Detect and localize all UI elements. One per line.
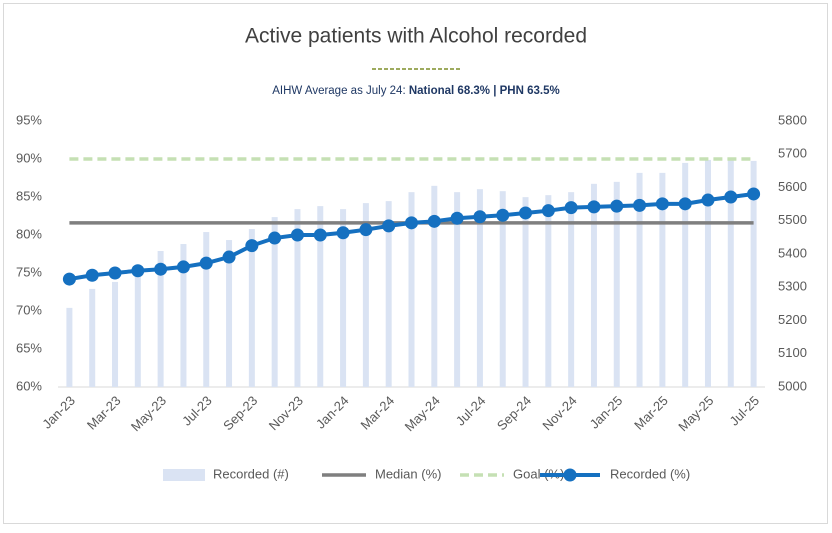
point-marker bbox=[678, 197, 692, 211]
legend-label: Goal (%) bbox=[513, 466, 564, 481]
point-marker bbox=[701, 193, 715, 207]
bar bbox=[362, 203, 369, 387]
y-tick-label: 70% bbox=[16, 302, 42, 317]
point-marker bbox=[724, 190, 738, 204]
y2-tick-label: 5200 bbox=[778, 312, 807, 327]
subtitle-values: National 68.3% | PHN 63.5% bbox=[409, 85, 560, 97]
point-marker bbox=[655, 197, 669, 211]
point-marker bbox=[268, 231, 282, 245]
y2-tick-label: 5800 bbox=[778, 112, 807, 127]
bar bbox=[454, 192, 461, 387]
point-marker bbox=[450, 211, 464, 225]
point-marker bbox=[222, 250, 236, 264]
bar bbox=[522, 197, 529, 387]
bar bbox=[226, 240, 233, 387]
chart-title: Active patients with Alcohol recorded bbox=[245, 25, 587, 48]
point-marker bbox=[85, 268, 99, 282]
subtitle: AIHW Average as July 24: National 68.3% … bbox=[272, 85, 559, 97]
bar bbox=[545, 195, 552, 387]
bar bbox=[66, 307, 73, 387]
point-marker bbox=[747, 187, 761, 201]
bar bbox=[659, 172, 666, 387]
y-tick-label: 80% bbox=[16, 226, 42, 241]
point-marker bbox=[62, 272, 76, 286]
point-marker bbox=[199, 256, 213, 270]
point-marker bbox=[473, 210, 487, 224]
point-marker bbox=[290, 228, 304, 242]
bar bbox=[750, 160, 757, 387]
bar bbox=[476, 189, 483, 387]
subtitle-prefix: AIHW Average as July 24: bbox=[272, 85, 405, 97]
y2-tick-label: 5600 bbox=[778, 179, 807, 194]
bar bbox=[112, 281, 119, 387]
point-marker bbox=[313, 228, 327, 242]
bar bbox=[727, 158, 734, 387]
bar bbox=[317, 206, 324, 387]
chart-border bbox=[3, 3, 828, 524]
bar bbox=[636, 172, 643, 387]
point-marker bbox=[519, 206, 533, 220]
bar bbox=[248, 229, 255, 387]
bar bbox=[340, 209, 347, 387]
bar bbox=[294, 209, 301, 387]
point-marker bbox=[176, 260, 190, 274]
y2-tick-label: 5300 bbox=[778, 279, 807, 294]
y2-tick-label: 5700 bbox=[778, 146, 807, 161]
point-marker bbox=[359, 223, 373, 237]
point-marker bbox=[541, 204, 555, 218]
legend-label: Median (%) bbox=[375, 466, 441, 481]
point-marker bbox=[427, 214, 441, 228]
y2-tick-label: 5500 bbox=[778, 212, 807, 227]
point-marker bbox=[131, 264, 145, 278]
legend-label: Recorded (#) bbox=[213, 466, 289, 481]
bar bbox=[613, 181, 620, 387]
bar bbox=[180, 244, 187, 387]
legend-label: Recorded (%) bbox=[610, 466, 690, 481]
bar bbox=[271, 217, 278, 387]
point-marker bbox=[496, 208, 510, 222]
bar bbox=[89, 288, 96, 387]
point-marker bbox=[336, 226, 350, 240]
point-marker bbox=[245, 239, 259, 253]
y-tick-label: 65% bbox=[16, 340, 42, 355]
bar bbox=[157, 251, 164, 387]
point-marker bbox=[108, 266, 122, 280]
point-marker bbox=[587, 200, 601, 214]
legend-swatch bbox=[163, 469, 205, 481]
y2-tick-label: 5100 bbox=[778, 345, 807, 360]
bar bbox=[682, 162, 689, 387]
y-tick-label: 75% bbox=[16, 264, 42, 279]
y2-tick-label: 5400 bbox=[778, 245, 807, 260]
y-tick-label: 85% bbox=[16, 188, 42, 203]
bar bbox=[385, 201, 392, 387]
point-marker bbox=[564, 201, 578, 215]
bar bbox=[590, 183, 597, 387]
point-marker bbox=[633, 198, 647, 212]
bar bbox=[203, 232, 210, 387]
point-marker bbox=[154, 262, 168, 276]
bar bbox=[431, 185, 438, 387]
bar bbox=[408, 192, 415, 387]
bar bbox=[499, 191, 506, 387]
legend-marker bbox=[563, 468, 577, 482]
point-marker bbox=[405, 216, 418, 230]
bar bbox=[134, 271, 141, 387]
y-tick-label: 60% bbox=[16, 378, 42, 393]
y2-tick-label: 5000 bbox=[778, 378, 807, 393]
y-tick-label: 90% bbox=[16, 150, 42, 165]
bar bbox=[704, 159, 711, 387]
bar bbox=[568, 192, 575, 387]
point-marker bbox=[382, 219, 396, 233]
point-marker bbox=[610, 199, 624, 213]
y-tick-label: 95% bbox=[16, 112, 42, 127]
